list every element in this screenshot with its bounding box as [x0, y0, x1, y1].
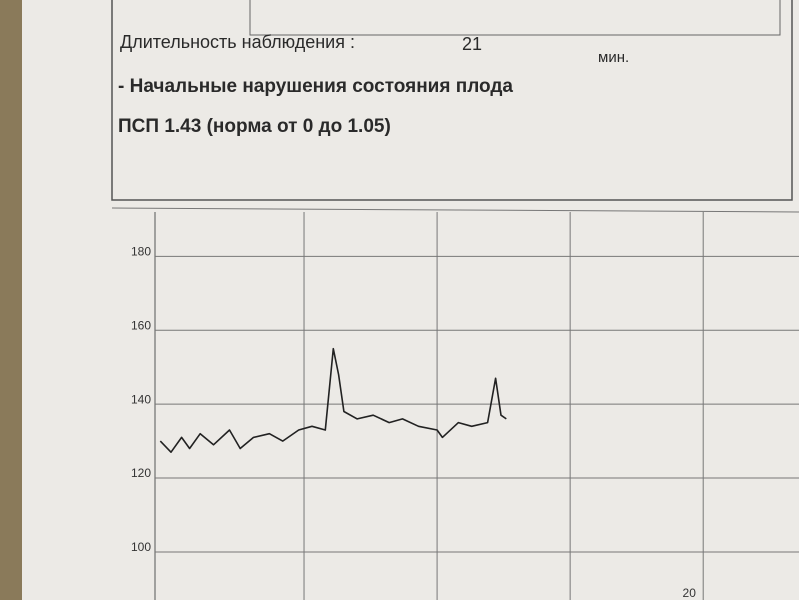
conclusion: - Начальные нарушения состояния плода	[118, 76, 513, 97]
index: ПСП 1.43 (норма от 0 до 1.05)	[118, 116, 391, 137]
sheet	[22, 0, 799, 600]
name-field	[249, 0, 781, 36]
y-tick-label: 140	[131, 392, 151, 406]
duration-label: Длительность наблюдения :	[120, 32, 355, 52]
y-tick-label: 120	[131, 466, 151, 480]
y-tick-label: 160	[131, 318, 151, 332]
y-tick-label: 180	[131, 245, 151, 259]
background-edge	[0, 0, 22, 600]
chart: 100 120 140 160 180 20	[131, 212, 799, 600]
heart-rate-line	[159, 347, 507, 453]
duration-unit: мин.	[598, 49, 629, 66]
x-tick-label: 20	[683, 586, 697, 600]
header-box	[111, 0, 793, 201]
chart-top-border	[111, 207, 799, 213]
duration-value: 21	[462, 34, 482, 54]
y-tick-label: 100	[131, 540, 151, 554]
